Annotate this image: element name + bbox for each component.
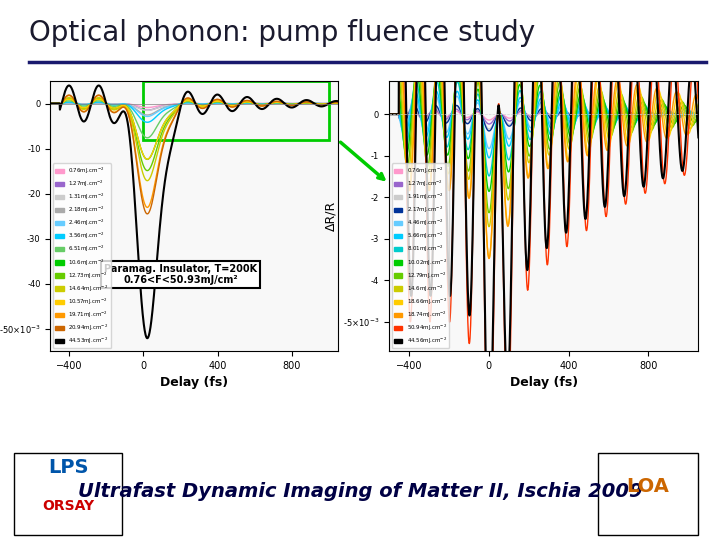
X-axis label: Delay (fs): Delay (fs) (510, 376, 577, 389)
Legend: 0.76mJ.cm$^{-2}$, 1.27mJ.cm$^{-2}$, 1.91mJ.cm$^{-2}$, 2.17mJ.cm$^{-2}$, 4.46mJ.c: 0.76mJ.cm$^{-2}$, 1.27mJ.cm$^{-2}$, 1.91… (392, 164, 449, 348)
Text: Optical phonon: pump fluence study: Optical phonon: pump fluence study (29, 19, 535, 48)
Bar (598, 453, 698, 535)
Text: Paramag. Insulator, T=200K
0.76<F<50.93mJ/cm²: Paramag. Insulator, T=200K 0.76<F<50.93m… (104, 264, 257, 285)
Legend: 0.76mJ.cm$^{-2}$, 1.27mJ.cm$^{-2}$, 1.31mJ.cm$^{-2}$, 2.18mJ.cm$^{-2}$, 2.46mJ.c: 0.76mJ.cm$^{-2}$, 1.27mJ.cm$^{-2}$, 1.31… (53, 164, 111, 348)
X-axis label: Delay (fs): Delay (fs) (161, 376, 228, 389)
Text: ORSAY: ORSAY (42, 499, 94, 513)
Text: LOA: LOA (626, 477, 670, 496)
Bar (14, 453, 122, 535)
Bar (143, 81, 329, 139)
Text: LPS: LPS (48, 457, 89, 477)
Text: Ultrafast Dynamic Imaging of Matter II, Ischia 2009: Ultrafast Dynamic Imaging of Matter II, … (78, 482, 642, 501)
Y-axis label: ΔR/R: ΔR/R (324, 201, 337, 231)
